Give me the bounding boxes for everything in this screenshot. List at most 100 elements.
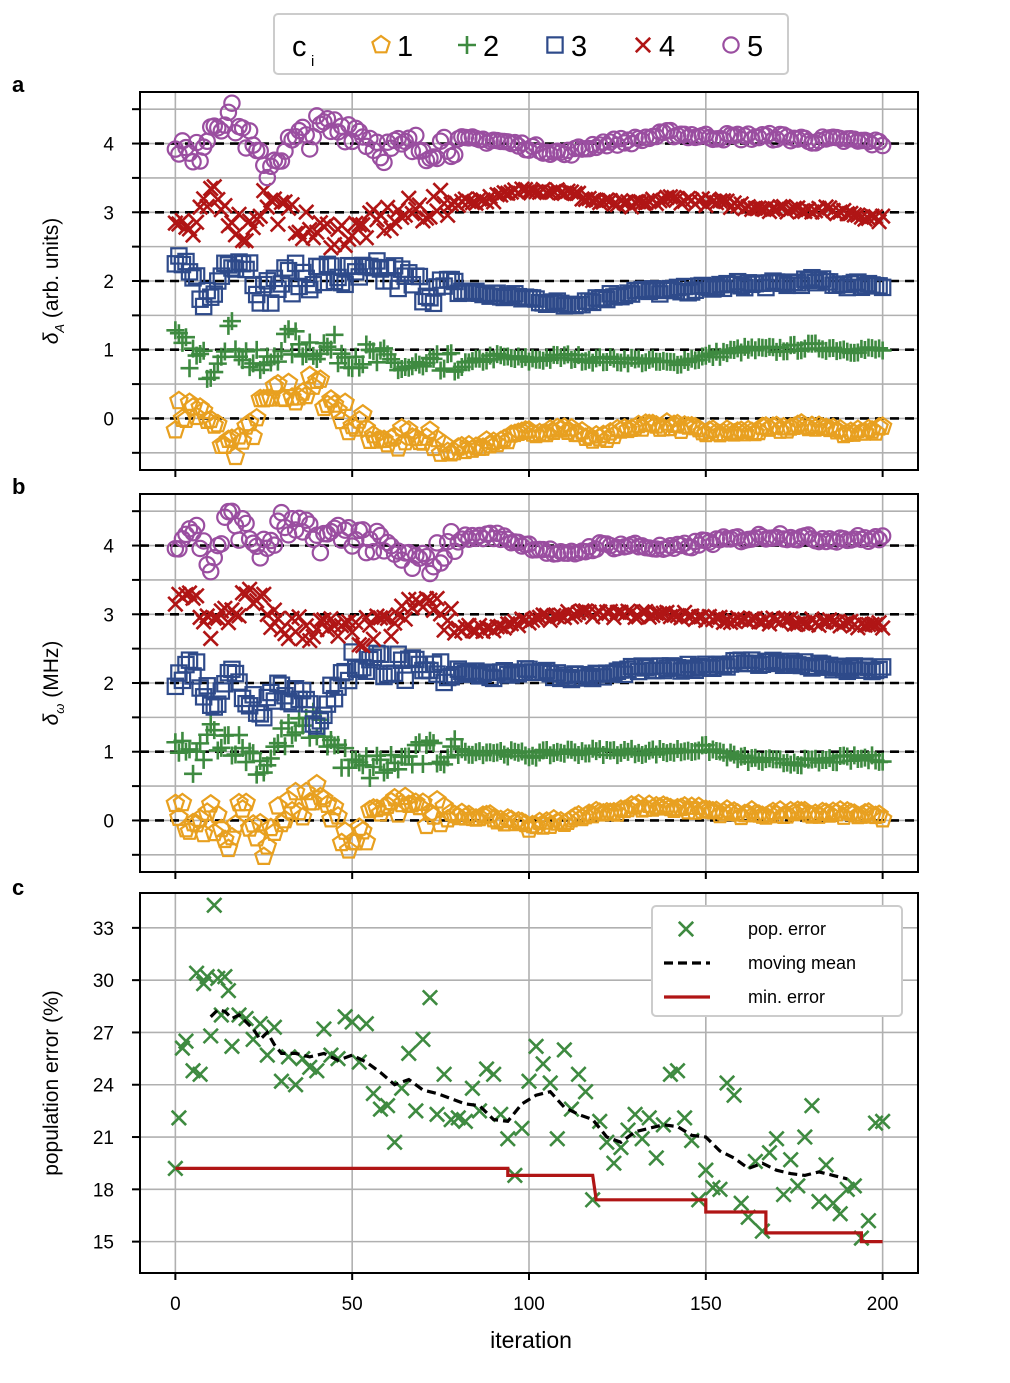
marker-c3 <box>240 254 259 272</box>
marker-c4 <box>252 208 269 225</box>
pop-error-point <box>634 1130 651 1147</box>
marker-c5 <box>873 527 892 545</box>
marker-c5 <box>368 522 386 541</box>
marker-c3 <box>873 658 892 676</box>
marker-c5 <box>562 542 581 561</box>
cross-icon <box>677 920 695 938</box>
marker-c1 <box>246 407 267 427</box>
marker-c4 <box>750 199 767 217</box>
marker-c2 <box>371 750 390 769</box>
marker-c1 <box>314 788 334 808</box>
series-c4 <box>167 581 891 654</box>
marker-c4 <box>326 617 343 635</box>
marker-c4 <box>206 178 223 195</box>
marker-c1 <box>409 796 430 816</box>
marker-c2 <box>424 734 443 753</box>
pop-error-point <box>775 1186 792 1203</box>
marker-c1 <box>335 392 355 411</box>
marker-c1 <box>328 805 348 825</box>
marker-c4 <box>436 621 453 639</box>
marker-c5 <box>219 103 238 122</box>
marker-c3 <box>336 662 354 681</box>
panel-c-xlabel: iteration <box>490 1327 572 1353</box>
marker-c2 <box>275 737 294 756</box>
pop-error-point <box>365 1085 382 1102</box>
marker-c4 <box>400 591 417 608</box>
marker-c4 <box>188 214 205 231</box>
pop-error-point <box>697 1162 714 1179</box>
marker-c1 <box>388 437 408 457</box>
marker-c3 <box>389 645 407 664</box>
panel-c-legend-entry: pop. error <box>677 919 826 939</box>
pop-error-point <box>414 1031 432 1048</box>
panel-c-markers <box>167 897 891 1247</box>
y-tick-label: 2 <box>103 272 114 293</box>
panel-a-ylabel: δA (arb. units) <box>40 218 67 345</box>
marker-c1 <box>314 397 334 417</box>
marker-c1 <box>271 813 292 833</box>
marker-c1 <box>176 409 196 428</box>
marker-c5 <box>262 531 280 550</box>
legend-entry-1: 1 <box>371 31 413 63</box>
square-icon <box>546 36 564 54</box>
marker-c2 <box>873 341 892 360</box>
marker-c5 <box>746 529 765 547</box>
pop-error-point <box>485 1066 502 1083</box>
marker-c5 <box>265 536 284 554</box>
legend-title-subscript: i <box>311 53 314 70</box>
panel-b-ylabel-symbol: δ <box>40 713 63 725</box>
marker-c5 <box>311 543 330 562</box>
panel-b-ylabel: δω (MHz) <box>40 641 67 726</box>
x-tick-label: 200 <box>867 1294 899 1315</box>
marker-c4 <box>287 225 304 242</box>
x-tick-label: 0 <box>170 1294 181 1315</box>
pop-error-point <box>358 1015 375 1032</box>
marker-c1 <box>200 793 221 813</box>
marker-c3 <box>255 708 273 727</box>
legend-entry-5: 5 <box>722 31 763 63</box>
marker-c2 <box>219 316 238 335</box>
series-c5 <box>166 502 892 583</box>
marker-c3 <box>424 294 443 313</box>
marker-c3 <box>184 269 202 287</box>
series-c3 <box>166 247 892 316</box>
marker-c2 <box>205 721 224 740</box>
marker-c2 <box>237 342 256 361</box>
pop-error-point <box>542 1074 559 1092</box>
panel-b-ylabel-subscript: ω <box>52 704 67 714</box>
marker-c1 <box>416 815 437 835</box>
marker-c5 <box>389 542 407 560</box>
marker-c5 <box>357 543 376 562</box>
marker-c2 <box>275 324 294 343</box>
marker-c3 <box>332 273 351 292</box>
marker-c1 <box>374 797 394 816</box>
y-tick-label: 18 <box>93 1180 114 1201</box>
marker-c1 <box>374 429 394 448</box>
pop-error-point <box>336 1008 354 1025</box>
panel-b-axis-ticks: 0 1 2 3 4 <box>103 510 884 879</box>
marker-c5 <box>407 126 425 145</box>
marker-c3 <box>276 259 294 277</box>
marker-c5 <box>460 530 478 548</box>
marker-c4 <box>237 232 255 249</box>
moving-mean-line <box>209 1008 848 1181</box>
legend-entry-3: 3 <box>546 31 587 63</box>
marker-c1 <box>554 417 575 436</box>
pop-error-point <box>535 1055 552 1072</box>
pop-error-point <box>825 1195 842 1212</box>
marker-c3 <box>297 690 315 709</box>
marker-c1 <box>819 804 840 823</box>
marker-c5 <box>223 94 241 112</box>
marker-c1 <box>204 414 225 434</box>
marker-c2 <box>166 321 185 340</box>
marker-c1 <box>759 803 780 823</box>
marker-c4 <box>439 612 456 629</box>
y-tick-label: 4 <box>103 135 114 156</box>
marker-c2 <box>873 752 892 771</box>
y-tick-label: 0 <box>103 409 114 430</box>
marker-c1 <box>296 385 317 405</box>
marker-c1 <box>232 798 253 818</box>
marker-c4 <box>269 216 287 233</box>
marker-c2 <box>215 342 234 361</box>
marker-c4 <box>245 219 262 236</box>
